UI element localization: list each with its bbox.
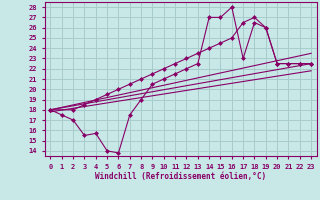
X-axis label: Windchill (Refroidissement éolien,°C): Windchill (Refroidissement éolien,°C) xyxy=(95,172,266,181)
